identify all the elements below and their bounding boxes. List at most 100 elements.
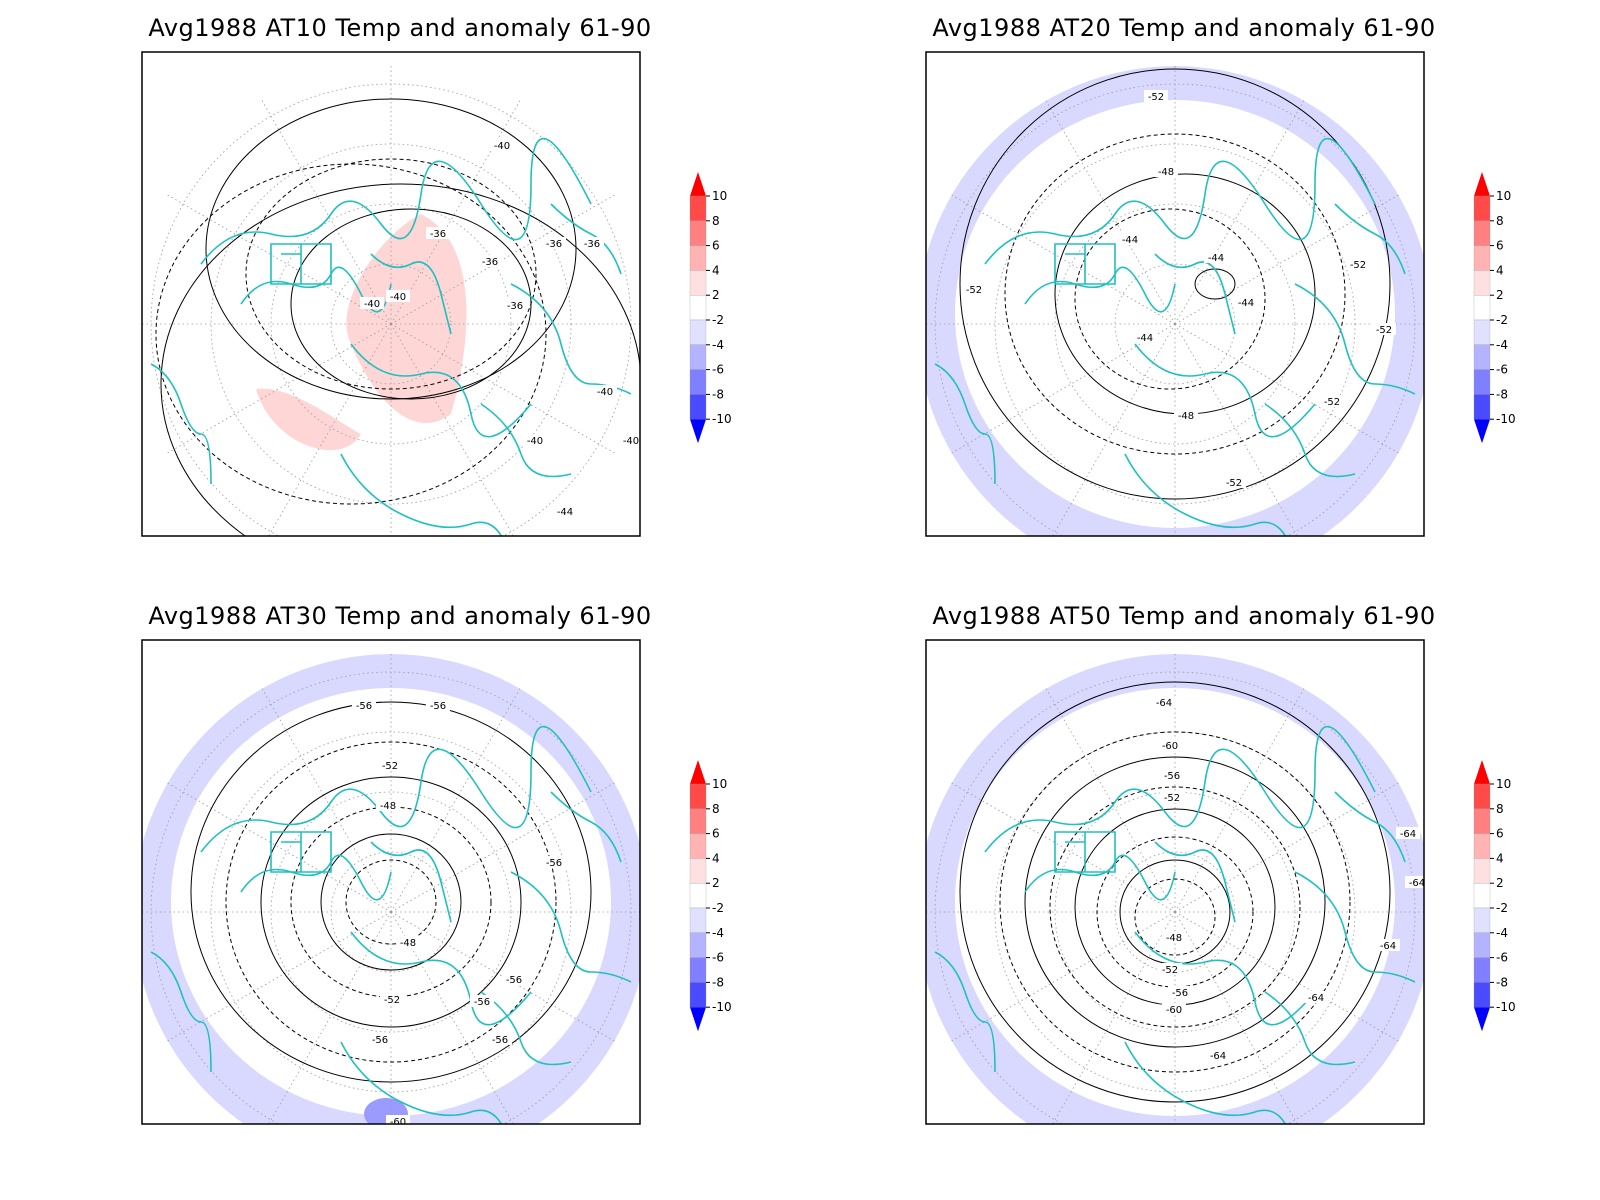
- colorbar-segment: [689, 833, 707, 859]
- coastline-path: [370, 841, 452, 923]
- colorbar-segment: [1473, 344, 1491, 370]
- contour-label: -48: [1178, 411, 1194, 422]
- contour-label-bg: [426, 699, 450, 711]
- coastline-path: [1334, 791, 1406, 863]
- coastline-path: [1334, 203, 1406, 275]
- colorbar-label: -4: [1496, 926, 1508, 940]
- contour-label-bg: [1234, 296, 1258, 308]
- contour-label-bg: [470, 995, 494, 1007]
- coastline-path: [150, 363, 212, 485]
- contour-label: -52: [384, 995, 400, 1006]
- coastline-path: [1134, 343, 1316, 438]
- contour-label: -48: [1166, 933, 1182, 944]
- colorbar-label: 6: [712, 239, 720, 253]
- colorbar-segment: [689, 394, 707, 420]
- coastline-path: [1154, 841, 1236, 923]
- colorbar-segment: [689, 907, 707, 933]
- colorbar-label: -6: [1496, 951, 1508, 965]
- contour-label-bg: [502, 973, 526, 985]
- colorbar-segment: [689, 245, 707, 271]
- contour-label-bg: [386, 290, 410, 302]
- colorbar-label: 4: [712, 851, 720, 865]
- contour-label: -52: [1350, 260, 1366, 271]
- contour-label-bg: [1154, 165, 1178, 177]
- contour-label-bg: [1346, 258, 1370, 270]
- contour-label-bg: [619, 434, 640, 446]
- temperature-contour: [1074, 208, 1266, 390]
- contour-label: -40: [364, 299, 380, 310]
- temperature-contour: [320, 833, 462, 971]
- temperature-contour: [260, 776, 522, 1028]
- contour-label: -44: [1238, 298, 1254, 309]
- colorbar-min-arrow: [1474, 419, 1490, 444]
- contour-label: -52: [1376, 325, 1392, 336]
- colorbar-segment: [689, 982, 707, 1008]
- contour-label: -44: [1208, 253, 1224, 264]
- contour-label-bg: [1372, 323, 1396, 335]
- contour-label: -56: [430, 701, 446, 712]
- contour-label-bg: [593, 385, 617, 397]
- coastline-path: [350, 931, 532, 1026]
- contour-label: -44: [1122, 235, 1138, 246]
- contour-label: -56: [546, 858, 562, 869]
- coastline-path: [1124, 1041, 1296, 1124]
- contour-label-bg: [380, 993, 404, 1005]
- colorbar-label: -6: [712, 363, 724, 377]
- colorbar-segment: [689, 932, 707, 958]
- colorbar-label: -4: [1496, 338, 1508, 352]
- map-frame: [141, 639, 641, 1125]
- colorbar-segment: [689, 808, 707, 834]
- contour-label: -44: [557, 507, 573, 518]
- contour-label-bg: [640, 373, 664, 385]
- colorbar-label: -4: [712, 926, 724, 940]
- temperature-contour: [1049, 786, 1301, 1028]
- contour-label: -64: [1380, 941, 1396, 952]
- map-area: -56 -56 -52 -48 -48 -56 -52 -56 -56 -56 -56 -60: [142, 654, 640, 1124]
- colorbar-segment: [1473, 195, 1491, 221]
- coastlines: [934, 137, 1416, 536]
- contour-label-bg: [426, 227, 450, 239]
- contour-label-bg: [1304, 991, 1328, 1003]
- polar-map: -56 -56 -52 -48 -48 -56 -52 -56 -56 -56 -56 -60 10 8 6…: [141, 639, 732, 1125]
- contour-label: -40: [655, 237, 671, 248]
- contour-label-bg: [1162, 931, 1186, 943]
- temperature-contour: [190, 701, 592, 1083]
- temperature-contour: [290, 208, 532, 400]
- colorbar-segment: [1473, 783, 1491, 809]
- colorbar-label: -2: [712, 313, 724, 327]
- colorbar-label: -4: [712, 338, 724, 352]
- colorbar-label: -6: [712, 951, 724, 965]
- colorbar-segment: [1473, 270, 1491, 296]
- contour-label-bg: [523, 434, 547, 446]
- contour-label-bg: [1158, 739, 1182, 751]
- latitude-circle: [270, 203, 512, 445]
- coastline-path: [270, 243, 332, 285]
- coastline-path: [200, 725, 592, 853]
- panel-title: Avg1988 AT30 Temp and anomaly 61-90: [148, 602, 652, 630]
- colorbar-segment: [689, 270, 707, 296]
- colorbar-segment: [689, 220, 707, 246]
- panel-at30: Avg1988 AT30 Temp and anomaly 61-90 -56 -…: [140, 588, 900, 1178]
- colorbar-segment: [1473, 394, 1491, 420]
- temperature-contour: [959, 68, 1391, 500]
- contour-label: -64: [1156, 698, 1172, 709]
- colorbar: 10 8 6 4 2 -2 -4 -6 -8 -10: [689, 172, 732, 444]
- colorbar-label: 6: [712, 827, 720, 841]
- colorbar: 10 8 6 4 2 -2 -4 -6 -8 -10: [689, 760, 732, 1032]
- colorbar-segment: [689, 344, 707, 370]
- contour-label: -52: [1162, 965, 1178, 976]
- temperature-contour: [225, 741, 557, 1063]
- colorbar-label: 10: [712, 777, 727, 791]
- temperature-contour: [155, 163, 547, 505]
- panel-at50: Avg1988 AT50 Temp and anomaly 61-90 -64-…: [924, 588, 1600, 1178]
- colorbar-label: 2: [1496, 288, 1504, 302]
- colorbar-min-arrow: [690, 1007, 706, 1032]
- contour-label-bg: [1158, 963, 1182, 975]
- contour-label: -52: [1148, 92, 1164, 103]
- colorbar-label: -2: [1496, 901, 1508, 915]
- coastline-path: [270, 831, 332, 873]
- map-area: -40 -36 -36 -40 -40 -36 -36 -36 -40 -40 -40 -40 -40 -…: [142, 66, 671, 536]
- contour-label: -52: [382, 761, 398, 772]
- contour-label: -48: [380, 801, 396, 812]
- colorbar-max-arrow: [1474, 172, 1490, 196]
